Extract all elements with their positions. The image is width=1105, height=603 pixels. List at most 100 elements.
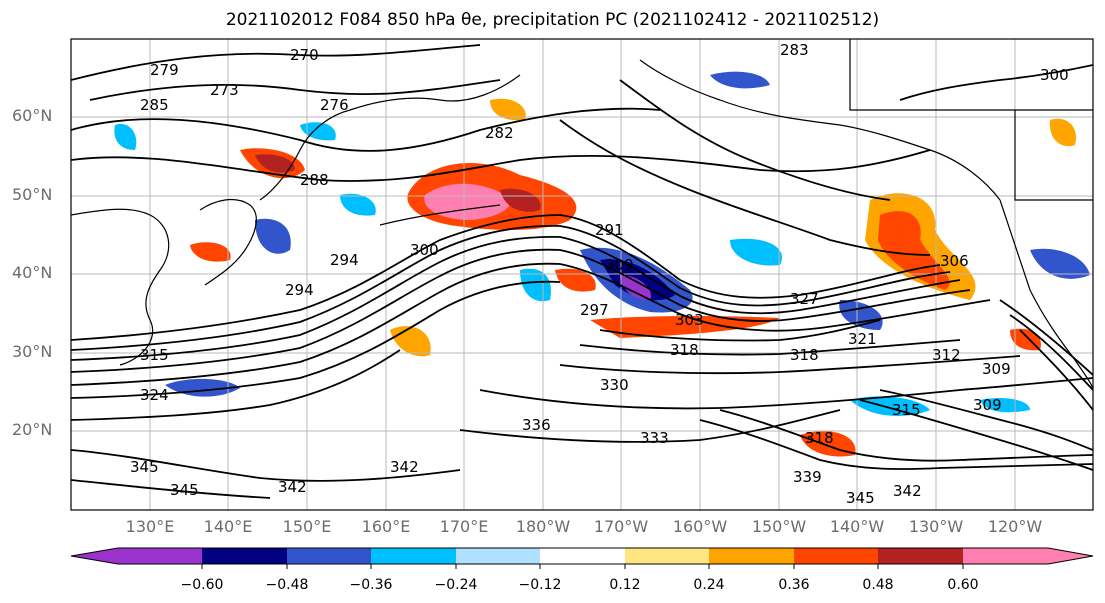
- lat-label-60n: 60°N: [12, 106, 53, 125]
- shade-positive-band: [590, 315, 780, 338]
- contour-label: 342: [390, 458, 419, 476]
- contour-label: 318: [805, 429, 834, 447]
- lat-label-30n: 30°N: [12, 342, 53, 361]
- shade-negative-japan: [255, 218, 291, 254]
- contour-label: 321: [848, 330, 877, 348]
- contour-label: 270: [290, 46, 319, 64]
- shade-positive-ne: [1049, 118, 1076, 147]
- shade-positive-japan-core: [255, 154, 295, 173]
- colorbar-segment: [709, 548, 794, 564]
- shade-negative-hawaii: [850, 396, 930, 416]
- lat-label-20n: 20°N: [12, 420, 53, 439]
- contour-label: 306: [940, 252, 969, 270]
- colorbar-tick-label: 0.48: [862, 577, 894, 593]
- contour-label: 345: [130, 458, 159, 476]
- contour-label: 330: [600, 376, 629, 394]
- contour-label: 285: [140, 96, 169, 114]
- colorbar-tick-label: 0.36: [778, 577, 810, 593]
- colorbar-segment: [371, 548, 456, 564]
- contour-label: 309: [982, 360, 1011, 378]
- lon-label-180w: 180°W: [515, 517, 571, 536]
- lon-label-160w: 160°W: [672, 517, 728, 536]
- colorbar-segment: [456, 548, 540, 564]
- contour-label: 324: [140, 386, 169, 404]
- lat-label-50n: 50°N: [12, 185, 53, 204]
- shade-pink-core: [424, 183, 511, 220]
- contour-label: 342: [278, 478, 307, 496]
- contour-label: 327: [790, 290, 819, 308]
- colorbar-segment: [202, 548, 287, 564]
- shade-negative-east: [730, 238, 782, 266]
- colorbar-tick-label: −0.24: [434, 577, 478, 593]
- lon-label-170w: 170°W: [593, 517, 649, 536]
- shade-negative-kam: [340, 193, 376, 216]
- contour-label: 309: [973, 396, 1002, 414]
- contour-label: 333: [640, 429, 669, 447]
- colorbar-tick-label: 0.24: [693, 577, 725, 593]
- colorbar-tick-label: −0.48: [265, 577, 309, 593]
- map-title: 2021102012 F084 850 hPa θe, precipitatio…: [225, 10, 880, 30]
- contour-label: 312: [932, 346, 961, 364]
- colorbar-tick-label: −0.60: [180, 577, 224, 593]
- colorbar-segment: [878, 548, 963, 564]
- graticule: [71, 39, 1093, 510]
- contour-label: 282: [485, 124, 514, 142]
- contour-label: 294: [330, 251, 359, 269]
- contour-labels: 270 279 273 285 276 282 288 283 300 294 …: [130, 41, 1069, 507]
- contour-label: 297: [580, 301, 609, 319]
- theta-e-contours: [71, 44, 1093, 499]
- colorbar-outline: [70, 547, 1094, 565]
- lat-label-40n: 40°N: [12, 263, 53, 282]
- colorbar-segment: [118, 548, 202, 564]
- contour-label: 336: [522, 416, 551, 434]
- contour-label: 279: [150, 61, 179, 79]
- contour-label: 309: [605, 256, 634, 274]
- shade-darkred-core: [500, 188, 541, 212]
- contour-label: 288: [300, 171, 329, 189]
- shade-negative-gulf-purple: [620, 275, 651, 300]
- colorbar-segment: [540, 548, 625, 564]
- coastlines: [71, 39, 1093, 391]
- shade-negative-ne: [710, 71, 770, 89]
- lon-label-150w: 150°W: [751, 517, 807, 536]
- contour-label: 283: [780, 41, 809, 59]
- colorbar-tick-label: 0.60: [947, 577, 979, 593]
- lon-label-150e: 150°E: [282, 517, 332, 536]
- contour-label: 345: [846, 489, 875, 507]
- shade-positive-se: [1010, 328, 1041, 351]
- lon-label-140e: 140°E: [203, 517, 253, 536]
- colorbar-segment: [963, 548, 1093, 564]
- contour-label: 294: [285, 281, 314, 299]
- colorbar-tick-label: −0.12: [518, 577, 562, 593]
- shade-negative-ne2: [1030, 248, 1090, 279]
- contour-label: 315: [892, 401, 921, 419]
- lon-label-170e: 170°E: [439, 517, 489, 536]
- colorbar: [70, 547, 1094, 569]
- contour-label: 315: [140, 346, 169, 364]
- contour-label: 342: [893, 482, 922, 500]
- colorbar-segment: [794, 548, 878, 564]
- contour-label: 318: [790, 346, 819, 364]
- contour-label: 345: [170, 481, 199, 499]
- contour-label: 300: [1040, 66, 1069, 84]
- contour-label: 303: [675, 311, 704, 329]
- contour-label: 291: [595, 221, 624, 239]
- lon-label-140w: 140°W: [829, 517, 885, 536]
- colorbar-segment: [287, 548, 371, 564]
- colorbar-tick-label: −0.36: [349, 577, 393, 593]
- contour-label: 300: [410, 241, 439, 259]
- lon-label-120w: 120°W: [987, 517, 1043, 536]
- colorbar-tick-label: 0.12: [609, 577, 641, 593]
- shade-negative-se: [980, 398, 1030, 413]
- contour-label: 339: [793, 468, 822, 486]
- shade-positive-ak: [490, 98, 526, 121]
- shade-positive-japan-2: [190, 242, 231, 262]
- contour-label: 273: [210, 81, 239, 99]
- lon-label-130e: 130°E: [125, 517, 175, 536]
- shade-negative-okhotsk: [114, 124, 137, 150]
- map-frame: [70, 38, 1094, 511]
- lon-label-130w: 130°W: [908, 517, 964, 536]
- contour-label: 318: [670, 341, 699, 359]
- colorbar-segment: [625, 548, 709, 564]
